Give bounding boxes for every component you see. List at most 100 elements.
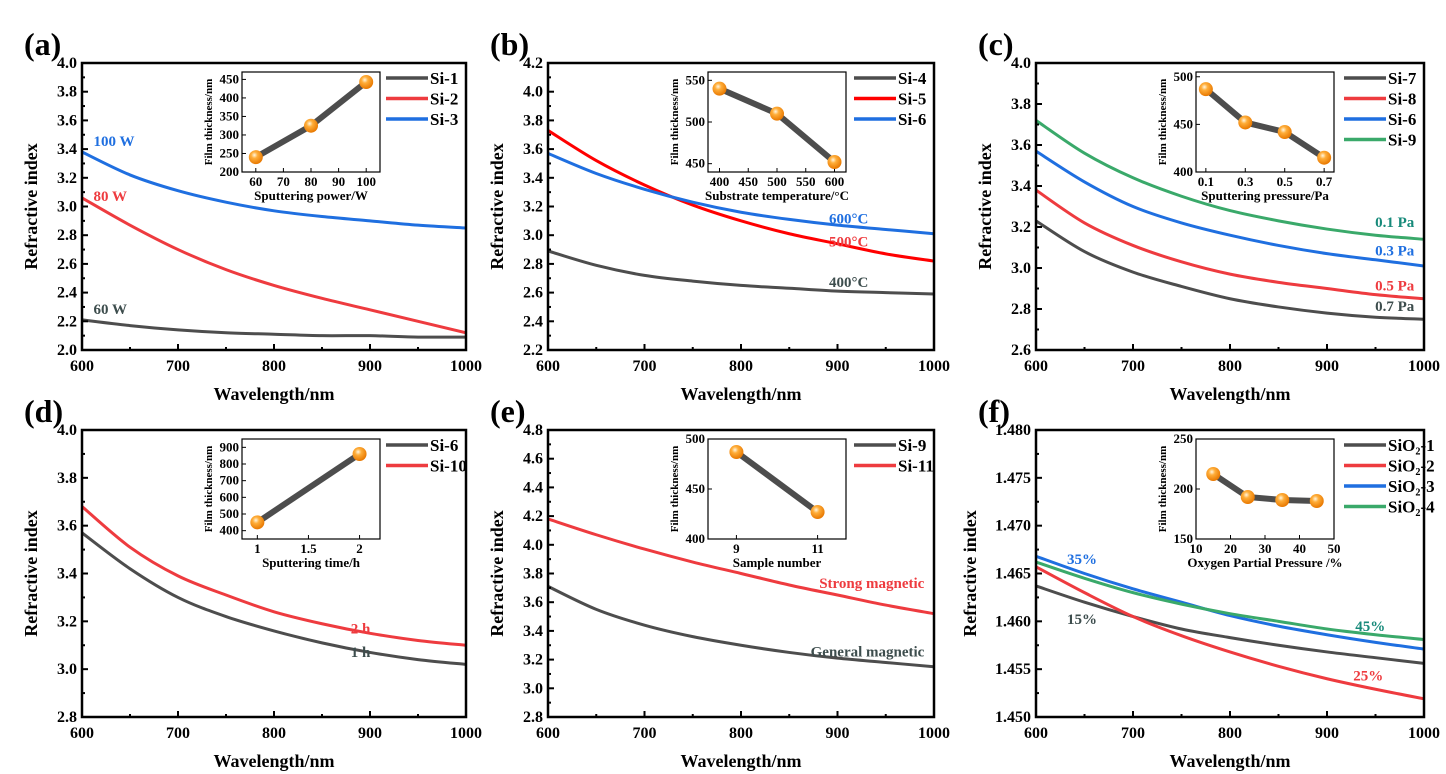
y-tick-label: 3.2: [1011, 219, 1031, 236]
x-tick-label: 800: [1218, 725, 1242, 742]
inset-y-tick-label: 400: [220, 523, 240, 538]
inset-data-point: [248, 150, 263, 165]
legend-label: Si-8: [1388, 90, 1416, 109]
y-tick-label: 2.6: [57, 256, 77, 273]
curve-annotation: 15%: [1067, 612, 1097, 628]
inset-frame: [707, 438, 847, 540]
inset-x-tick-label: 9: [733, 541, 740, 556]
y-tick-label: 2.8: [57, 709, 77, 726]
inset-x-tick-label: 60: [249, 174, 262, 189]
y-tick-label: 2.8: [523, 256, 543, 273]
inset-x-axis-title: Sputtering pressure/Pa: [1201, 188, 1329, 203]
x-tick-label: 800: [262, 725, 286, 742]
y-tick-label: 3.2: [57, 170, 77, 187]
x-tick-label: 800: [729, 725, 753, 742]
x-tick-label: 600: [536, 358, 560, 375]
curve-annotation: 45%: [1355, 619, 1385, 635]
inset-y-tick-label: 250: [1174, 431, 1194, 446]
inset-data-point: [827, 155, 842, 169]
x-tick-label: 900: [826, 725, 850, 742]
inset-x-tick-label: 90: [332, 174, 345, 189]
x-axis-title: Wavelength/nm: [213, 384, 334, 404]
y-tick-label: 3.8: [523, 566, 543, 583]
y-tick-label: 3.4: [523, 170, 543, 187]
y-tick-label: 3.0: [57, 661, 77, 678]
inset-x-axis-title: Sample number: [733, 555, 822, 570]
inset-x-tick-label: 80: [305, 174, 318, 189]
y-tick-label: 1.465: [995, 566, 1031, 583]
legend-label: Si-11: [898, 457, 934, 476]
legend-label: Si-2: [430, 90, 458, 109]
y-tick-label: 3.0: [523, 680, 543, 697]
legend-label: SiO₂-1: [1388, 436, 1435, 455]
curve-annotation: Strong magnetic: [819, 576, 924, 592]
y-tick-label: 3.2: [57, 613, 77, 630]
curve-annotation: 1 h: [351, 645, 371, 661]
inset-x-tick-label: 550: [796, 174, 816, 189]
inset-y-tick-label: 400: [220, 90, 240, 105]
panel-e: (e) 600 700 800 900 1000 2.8 3.0 3.2 3.4 3.6 3.8 4.0…: [487, 393, 950, 771]
inset-line: [1203, 86, 1326, 161]
panel-d: (d)600 700 800 900 10002.83.03.23.43.63.84.0…: [21, 393, 482, 771]
x-axis-title: Wavelength/nm: [1169, 751, 1290, 771]
curve-annotation: 600°C: [829, 212, 868, 228]
x-tick-label: 1000: [450, 358, 482, 375]
y-tick-label: 4.0: [57, 55, 77, 72]
y-tick-label: 2.2: [523, 342, 543, 359]
series-line-Si-7: [1036, 219, 1424, 321]
inset-x-tick-label: 10: [1190, 541, 1203, 556]
y-tick-label: 3.6: [57, 518, 77, 535]
series-group: [1036, 554, 1424, 701]
series-group: [548, 129, 934, 296]
inset-y-axis-title: Film thickness/nm: [203, 79, 215, 165]
y-tick-label: 1.455: [995, 661, 1031, 678]
series-line-Si-1: [82, 318, 466, 339]
inset-y-tick-label: 200: [220, 164, 240, 179]
inset-x-tick-label: 600: [825, 174, 845, 189]
panel-label: (c): [978, 26, 1014, 62]
legend-label: Si-10: [430, 457, 467, 476]
y-tick-label: 1.480: [995, 422, 1031, 439]
x-axis-title: Wavelength/nm: [680, 384, 801, 404]
series-line-Si-8: [1036, 188, 1424, 301]
y-tick-label: 3.6: [1011, 137, 1031, 154]
curve-annotation: 0.1 Pa: [1375, 215, 1415, 231]
panel-c: (c) 600 700 800 900 1000 2.6 2.8 3.0 3.2 3.4 3.6 3.8…: [975, 26, 1440, 404]
curve-annotation: General magnetic: [811, 645, 925, 661]
series-group: [1036, 119, 1424, 321]
curve-annotation: 80 W: [94, 189, 127, 205]
legend-label: SiO₂-2: [1388, 457, 1435, 476]
inset-x-axis-title: Sputtering time/h: [262, 555, 361, 570]
y-tick-label: 2.6: [523, 285, 543, 302]
y-tick-label: 3.6: [57, 112, 77, 129]
inset-chart: 0.1 0.3 0.5 0.7 400 450 500 Sputtering pressure…: [1157, 69, 1335, 203]
x-tick-label: 900: [358, 358, 382, 375]
x-tick-label: 900: [826, 358, 850, 375]
series-group: [548, 517, 934, 669]
inset-x-tick-label: 30: [1259, 541, 1272, 556]
inset-data-point: [1277, 125, 1292, 139]
inset-y-axis-title: Film thickness/nm: [669, 79, 681, 165]
series-line-SiO₂-4: [1036, 560, 1424, 642]
inset-chart: 60 70 80 90 100 200 250 300 350 400 450 Sputtering …: [203, 71, 381, 203]
y-tick-label: 1.460: [995, 613, 1031, 630]
inset-data-point: [770, 106, 784, 121]
y-tick-label: 3.8: [523, 112, 543, 129]
inset-x-tick-label: 1: [254, 541, 261, 556]
panel-label: (b): [490, 26, 529, 62]
x-tick-label: 900: [1315, 725, 1339, 742]
x-tick-label: 1000: [918, 725, 950, 742]
y-tick-label: 4.0: [57, 422, 77, 439]
legend-label: SiO₂-3: [1388, 477, 1435, 496]
y-tick-label: 4.2: [523, 55, 543, 72]
series-line-Si-10: [82, 505, 466, 647]
y-tick-label: 4.0: [523, 84, 543, 101]
x-axis-title: Wavelength/nm: [680, 751, 801, 771]
inset-data-point: [1198, 82, 1213, 97]
inset-y-tick-label: 200: [1174, 481, 1194, 496]
inset-x-tick-label: 400: [710, 174, 730, 189]
y-axis-title: Refractive index: [975, 143, 995, 269]
inset-data-point: [304, 118, 318, 133]
x-tick-label: 1000: [1408, 725, 1440, 742]
y-tick-label: 3.0: [523, 227, 543, 244]
